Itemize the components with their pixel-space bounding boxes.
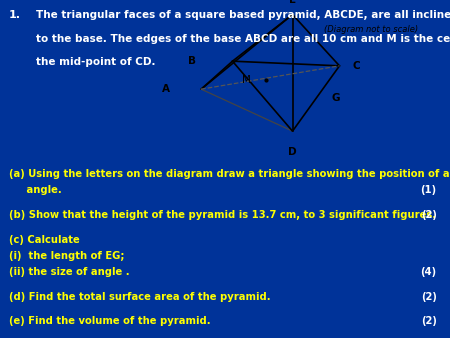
Text: (2): (2): [421, 316, 436, 327]
Text: (e) Find the volume of the pyramid.: (e) Find the volume of the pyramid.: [9, 316, 211, 327]
Text: M: M: [242, 75, 251, 85]
Text: (4): (4): [420, 267, 436, 277]
Text: D: D: [288, 147, 297, 157]
Text: (i)  the length of EG;: (i) the length of EG;: [9, 251, 125, 261]
Text: the mid-point of CD.: the mid-point of CD.: [36, 57, 156, 68]
Text: The triangular faces of a square based pyramid, ABCDE, are all inclined at 70°: The triangular faces of a square based p…: [36, 10, 450, 20]
Text: (c) Calculate: (c) Calculate: [9, 235, 80, 245]
Text: (d) Find the total surface area of the pyramid.: (d) Find the total surface area of the p…: [9, 292, 270, 302]
Text: to the base. The edges of the base ABCD are all 10 cm and M is the centre. G is: to the base. The edges of the base ABCD …: [36, 34, 450, 44]
Text: A: A: [162, 84, 170, 94]
Text: (Diagram not to scale): (Diagram not to scale): [324, 25, 418, 34]
Text: 1.: 1.: [9, 10, 21, 20]
Text: E: E: [289, 0, 296, 5]
Text: B: B: [188, 56, 196, 66]
Text: (b) Show that the height of the pyramid is 13.7 cm, to 3 significant figures.: (b) Show that the height of the pyramid …: [9, 210, 436, 220]
Text: C: C: [352, 61, 360, 71]
Text: (ii) the size of angle .: (ii) the size of angle .: [9, 267, 130, 277]
Text: (2): (2): [421, 292, 436, 302]
Text: G: G: [332, 94, 340, 103]
Text: (a) Using the letters on the diagram draw a triangle showing the position of a 7: (a) Using the letters on the diagram dra…: [9, 169, 450, 179]
Text: angle.: angle.: [9, 185, 62, 195]
Text: (2): (2): [421, 210, 436, 220]
Text: (1): (1): [420, 185, 436, 195]
